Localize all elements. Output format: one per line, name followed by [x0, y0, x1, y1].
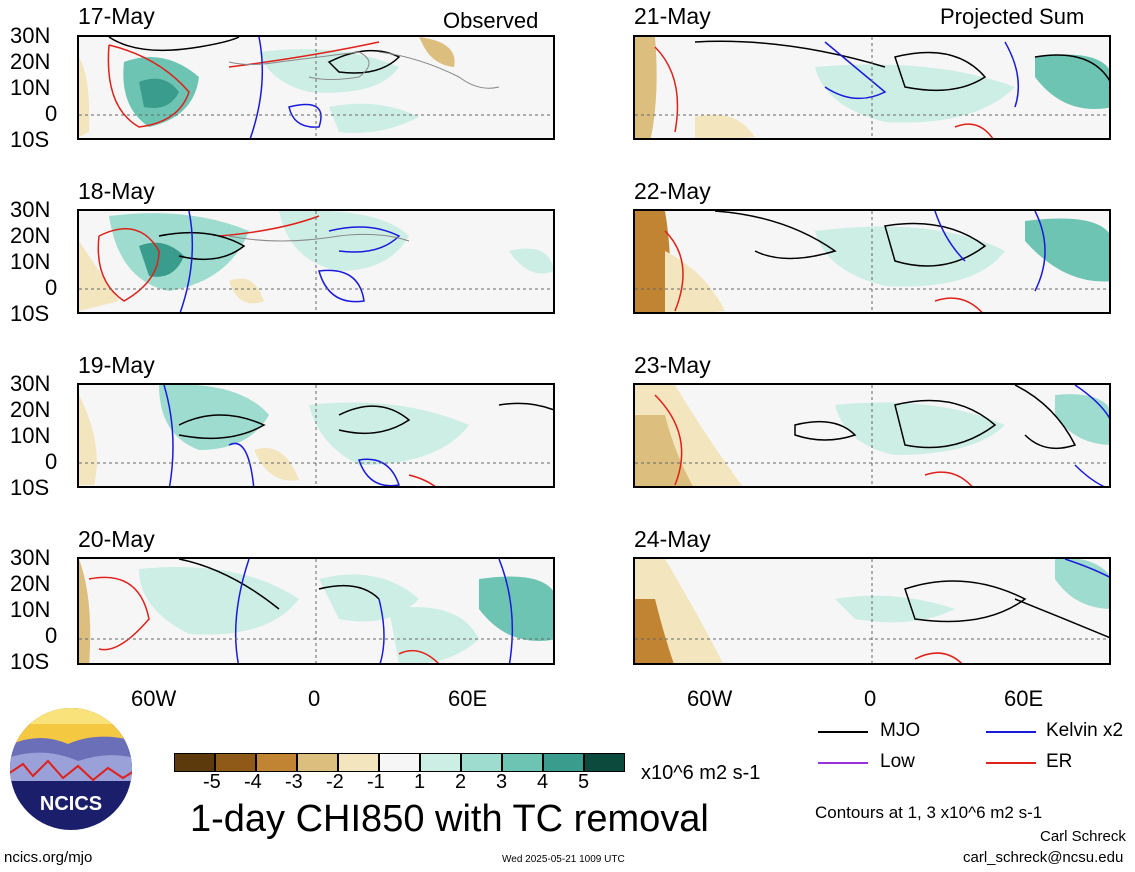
- lat-label: 10N: [10, 249, 51, 274]
- colorbar-swatch: [338, 753, 379, 772]
- legend-label: MJO: [880, 720, 921, 741]
- colorbar-tick: -3: [285, 771, 303, 793]
- lon-label: 0: [308, 686, 321, 711]
- colorbar-swatch: [174, 753, 215, 772]
- lat-label: 10N: [10, 597, 51, 622]
- logo-text: NCICS: [40, 793, 102, 815]
- footer-email[interactable]: carl_schreck@ncsu.edu: [963, 849, 1124, 866]
- legend-line-low: [818, 762, 868, 764]
- legend-line-er: [986, 762, 1036, 764]
- projected-heading: Projected Sum: [940, 4, 1085, 29]
- colorbar-swatch: [461, 753, 502, 772]
- colorbar-tick: 1: [414, 771, 426, 793]
- colorbar-tick: 4: [537, 771, 549, 793]
- lon-label: 60W: [687, 686, 733, 711]
- footer-timestamp: Wed 2025-05-21 1009 UTC: [502, 854, 625, 865]
- legend-label: Kelvin x2: [1046, 720, 1124, 741]
- lat-label: 20N: [10, 223, 51, 248]
- colorbar-swatch: [584, 753, 625, 772]
- colorbar-tick: -4: [244, 771, 262, 793]
- lat-label: 10S: [10, 475, 50, 500]
- panel-date-label: 21-May: [634, 3, 711, 29]
- panel-date-label: 20-May: [78, 526, 155, 552]
- map-panel-observed-4: [77, 557, 555, 665]
- colorbar-tick: -5: [203, 771, 221, 793]
- lat-label: 10N: [10, 75, 51, 100]
- legend-line-kelvin: [986, 731, 1036, 733]
- lat-label: 20N: [10, 571, 51, 596]
- lat-label: 0: [45, 275, 58, 300]
- colorbar-swatch: [502, 753, 543, 772]
- colorbar-swatch: [297, 753, 338, 772]
- legend-label: ER: [1046, 751, 1073, 772]
- footer-author: Carl Schreck: [1040, 828, 1126, 845]
- colorbar-tick: -2: [326, 771, 344, 793]
- colorbar-swatch: [215, 753, 256, 772]
- lat-label: 0: [45, 101, 58, 126]
- lon-label: 0: [864, 686, 877, 711]
- lat-label: 20N: [10, 49, 51, 74]
- legend-line-mjo: [818, 731, 868, 733]
- lat-label: 10N: [10, 423, 51, 448]
- colorbar-tick: 2: [455, 771, 467, 793]
- map-panel-observed-2: [77, 209, 555, 314]
- colorbar-swatch: [420, 753, 461, 772]
- lat-label: 10S: [10, 649, 50, 674]
- lon-label: 60W: [131, 686, 177, 711]
- panel-date-label: 19-May: [78, 352, 155, 378]
- chart-title: 1-day CHI850 with TC removal: [190, 798, 709, 840]
- colorbar-tick: 5: [578, 771, 590, 793]
- lat-label: 0: [45, 623, 58, 648]
- map-panel-projected-4: [633, 557, 1111, 665]
- lat-label: 20N: [10, 397, 51, 422]
- lat-label: 30N: [10, 545, 51, 570]
- colorbar-swatch: [256, 753, 297, 772]
- panel-date-label: 22-May: [634, 178, 711, 204]
- colorbar-swatch: [379, 753, 420, 772]
- legend-label: Low: [880, 751, 915, 772]
- lat-label: 30N: [10, 197, 51, 222]
- map-panel-projected-3: [633, 383, 1111, 488]
- colorbar-swatch: [543, 753, 584, 772]
- observed-heading: Observed: [443, 8, 539, 33]
- lon-label: 60E: [1004, 686, 1044, 711]
- colorbar-units: x10^6 m2 s-1: [641, 762, 761, 784]
- panel-date-label: 24-May: [634, 526, 711, 552]
- lon-label: 60E: [448, 686, 488, 711]
- contours-note: Contours at 1, 3 x10^6 m2 s-1: [815, 803, 1043, 822]
- lat-label: 30N: [10, 371, 51, 396]
- panel-date-label: 18-May: [78, 178, 155, 204]
- lat-label: 10S: [10, 301, 50, 326]
- footer-url[interactable]: ncics.org/mjo: [4, 849, 93, 866]
- lat-label: 0: [45, 449, 58, 474]
- lat-label: 30N: [10, 23, 51, 48]
- lat-label: 10S: [10, 127, 50, 152]
- colorbar-tick: 3: [496, 771, 508, 793]
- map-panel-projected-2: [633, 209, 1111, 314]
- panel-date-label: 23-May: [634, 352, 711, 378]
- map-panel-observed-3: [77, 383, 555, 488]
- colorbar-tick: -1: [367, 771, 385, 793]
- panel-date-label: 17-May: [78, 3, 155, 29]
- map-panel-projected-1: [633, 35, 1111, 140]
- map-panel-observed-1: [77, 35, 555, 140]
- ncics-logo: NCICS: [8, 706, 134, 832]
